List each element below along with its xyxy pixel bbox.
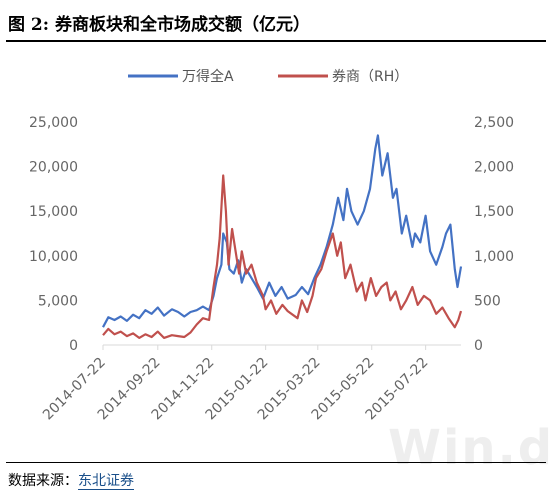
- y-axis-right: 0 500 1,000 1,500 2,000 2,500: [474, 115, 514, 354]
- source-link[interactable]: 东北证券: [78, 473, 134, 490]
- line-chart: 万得全A 券商（RH） 0 5,000 10,000 15,000 20,000 25,0…: [29, 68, 514, 423]
- watermark-logo: Win.d: [388, 420, 554, 476]
- legend-label-brokers: 券商（RH）: [332, 69, 408, 85]
- source-label: 数据来源：: [8, 473, 78, 489]
- y-left-tick-label: 25,000: [29, 115, 78, 131]
- y-right-tick-label: 1,500: [474, 204, 514, 220]
- y-left-tick-label: 10,000: [29, 249, 78, 265]
- page-title: 图 2: 券商板块和全市场成交额（亿元）: [8, 15, 310, 35]
- y-axis-left: 0 5,000 10,000 15,000 20,000 25,000: [29, 115, 78, 354]
- series-line-brokers: [102, 174, 463, 339]
- y-right-tick-label: 2,000: [474, 160, 514, 176]
- legend: 万得全A 券商（RH）: [128, 68, 408, 85]
- y-left-tick-label: 15,000: [29, 204, 78, 220]
- y-left-tick-label: 0: [69, 338, 78, 354]
- y-left-tick-label: 5,000: [38, 293, 78, 309]
- y-right-tick-label: 2,500: [474, 115, 514, 131]
- y-right-tick-label: 500: [474, 293, 501, 309]
- source-note: 数据来源：东北证券: [8, 470, 134, 490]
- series-line-wande-all-a: [102, 134, 463, 328]
- x-axis: 2014-07-222014-09-222014-11-222015-01-22…: [40, 345, 431, 423]
- y-left-tick-label: 20,000: [29, 160, 78, 176]
- legend-label-wande-all-a: 万得全A: [182, 68, 234, 85]
- title-divider: [6, 40, 546, 42]
- footer-divider: [6, 462, 546, 463]
- y-right-tick-label: 1,000: [474, 249, 514, 265]
- y-right-tick-label: 0: [474, 338, 483, 354]
